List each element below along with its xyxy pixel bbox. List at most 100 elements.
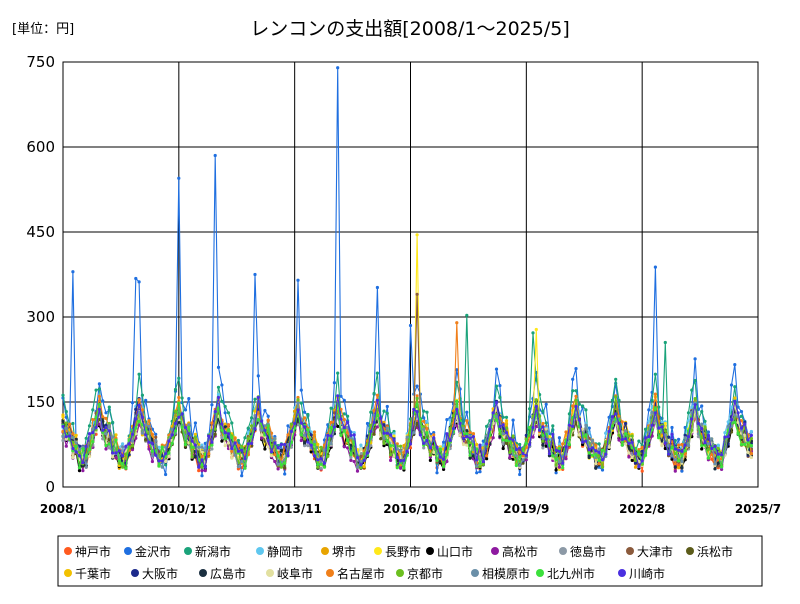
- data-point: [557, 442, 562, 447]
- data-point: [77, 450, 82, 454]
- data-point: [686, 435, 691, 439]
- data-point: [193, 443, 197, 447]
- data-point: [511, 418, 515, 422]
- data-point: [590, 446, 595, 450]
- legend-item: 大津市: [626, 544, 673, 559]
- data-point: [385, 426, 389, 430]
- data-point: [399, 444, 403, 448]
- legend-marker: [396, 569, 404, 577]
- data-point: [150, 441, 154, 445]
- data-point: [547, 435, 552, 439]
- data-point: [610, 424, 615, 428]
- data-point: [577, 433, 581, 437]
- data-point: [574, 398, 578, 402]
- legend-item: 相模原市: [471, 566, 530, 581]
- x-tick-label: 2010/12: [152, 502, 206, 516]
- data-point: [590, 438, 595, 443]
- data-point: [107, 429, 111, 433]
- data-point: [200, 445, 204, 449]
- data-point: [696, 432, 701, 436]
- data-point: [442, 457, 446, 461]
- data-point: [359, 443, 363, 447]
- data-point: [680, 466, 684, 470]
- data-point: [389, 458, 393, 462]
- data-point: [504, 441, 509, 445]
- data-point: [643, 436, 648, 440]
- data-point: [600, 465, 605, 469]
- data-point: [365, 451, 370, 455]
- legend-label: 京都市: [407, 566, 443, 581]
- data-point: [478, 465, 482, 469]
- data-point: [187, 432, 191, 436]
- data-point: [296, 401, 300, 405]
- data-point: [279, 442, 283, 447]
- data-point: [312, 430, 317, 434]
- data-point: [402, 450, 406, 454]
- data-point: [663, 441, 667, 445]
- data-point: [187, 397, 191, 401]
- data-point: [173, 387, 178, 392]
- data-point: [203, 465, 207, 469]
- data-point: [475, 442, 479, 447]
- data-point: [594, 449, 598, 453]
- data-point: [329, 406, 333, 410]
- data-point: [501, 438, 505, 442]
- data-point: [690, 405, 694, 409]
- data-point: [283, 466, 287, 470]
- data-point: [743, 433, 747, 437]
- data-point: [713, 462, 717, 466]
- data-point: [134, 407, 138, 411]
- data-point: [369, 410, 373, 414]
- data-point: [177, 420, 181, 424]
- data-point: [339, 394, 343, 398]
- data-point: [342, 429, 346, 433]
- data-point: [111, 435, 115, 439]
- data-point: [197, 465, 201, 469]
- data-point: [160, 445, 164, 449]
- data-point: [375, 425, 379, 429]
- data-point: [114, 433, 118, 437]
- data-point: [379, 416, 383, 420]
- data-point: [620, 437, 624, 441]
- data-point: [422, 427, 426, 431]
- data-point: [435, 445, 439, 449]
- data-point: [640, 469, 644, 473]
- data-point: [342, 425, 346, 430]
- data-point: [428, 437, 432, 441]
- data-point: [700, 404, 704, 408]
- data-point: [415, 410, 419, 414]
- data-point: [574, 404, 578, 409]
- data-point: [468, 456, 472, 460]
- data-point: [597, 450, 601, 454]
- data-point: [557, 449, 562, 453]
- data-point: [117, 461, 121, 465]
- data-point: [729, 383, 734, 387]
- data-point: [266, 414, 270, 418]
- data-point: [667, 452, 671, 456]
- data-point: [213, 410, 217, 414]
- data-point: [71, 446, 75, 451]
- data-point: [435, 471, 439, 475]
- data-point: [402, 466, 406, 470]
- y-tick-label: 0: [45, 478, 55, 496]
- data-point: [445, 459, 449, 464]
- data-point: [481, 442, 485, 447]
- data-point: [541, 425, 545, 429]
- data-point: [660, 444, 664, 448]
- data-point: [253, 427, 257, 431]
- data-point: [677, 459, 681, 463]
- data-point: [538, 428, 542, 432]
- data-point: [296, 398, 300, 402]
- data-point: [276, 454, 280, 458]
- data-point: [322, 448, 327, 452]
- data-point: [111, 420, 115, 424]
- data-point: [425, 438, 429, 443]
- data-point: [94, 425, 98, 430]
- data-point: [392, 429, 396, 434]
- data-point: [71, 440, 75, 444]
- data-point: [339, 417, 343, 421]
- data-point: [518, 442, 522, 447]
- data-point: [303, 433, 307, 437]
- data-point: [190, 445, 194, 449]
- data-point: [498, 395, 502, 400]
